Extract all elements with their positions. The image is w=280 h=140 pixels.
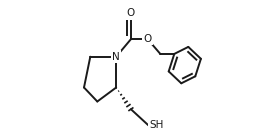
Text: O: O — [144, 34, 152, 44]
Text: SH: SH — [149, 120, 164, 130]
Text: O: O — [127, 8, 135, 18]
Text: N: N — [112, 52, 120, 62]
